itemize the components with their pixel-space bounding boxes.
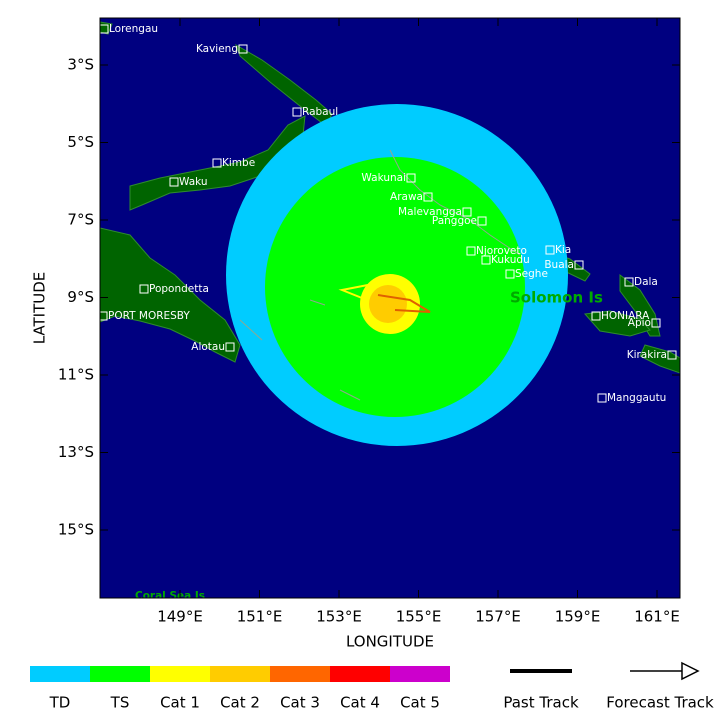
intensity-swatch [330, 666, 390, 682]
place-marker [406, 173, 416, 183]
place-label: PORT MORESBY [108, 310, 190, 322]
place-marker [212, 158, 222, 168]
map-frame [99, 17, 681, 599]
place-marker [624, 277, 634, 287]
place-label: Kavieng [196, 43, 238, 55]
intensity-swatch [390, 666, 450, 682]
forecast-track [377, 294, 431, 313]
y-tick-label: 5°S [67, 133, 94, 151]
place-label: Kimbe [222, 157, 255, 169]
x-axis-label: LONGITUDE [346, 633, 434, 651]
place-label: Arawa [390, 191, 423, 203]
place-marker [100, 311, 108, 321]
x-tick-label: 155°E [396, 608, 442, 626]
x-tick-label: 153°E [316, 608, 362, 626]
legend-label: Cat 2 [220, 694, 260, 711]
legend-label: Cat 5 [400, 694, 440, 711]
place-marker [481, 255, 491, 265]
legend-label: TD [49, 694, 71, 711]
place-label: Kukudu [491, 254, 530, 266]
place-marker [466, 246, 476, 256]
place-label: Rabaul [302, 106, 338, 118]
y-tick-label: 13°S [58, 443, 94, 461]
axis-ticks: 3°S 5°S 7°S 9°S 11°S 13°S 15°S 149°E 151°E 153°E 1… [58, 18, 680, 626]
intensity-swatch [150, 666, 210, 682]
x-tick-label: 161°E [634, 608, 680, 626]
forecast-track-arrow [681, 661, 700, 681]
place-marker [574, 260, 584, 270]
x-tick-label: 157°E [475, 608, 521, 626]
place-marker [169, 177, 179, 187]
region-label: Solomon Is [510, 289, 603, 307]
place-label: Waku [179, 176, 208, 188]
place-marker [651, 318, 661, 328]
place-label: Kirakira [627, 349, 667, 361]
legend-label: Cat 1 [160, 694, 200, 711]
past-track [338, 281, 382, 300]
place-marker [139, 284, 149, 294]
place-label: Panggoe [432, 215, 477, 227]
y-axis-label: LATITUDE [31, 272, 49, 345]
place-label: Manggautu [607, 392, 666, 404]
place-marker [545, 245, 555, 255]
legend-label: TS [110, 694, 130, 711]
place-marker [477, 216, 487, 226]
place-marker [667, 350, 677, 360]
cat2-wind-radius [369, 285, 407, 323]
place-marker [292, 107, 302, 117]
place-label: Lorengau [109, 23, 158, 35]
legend-label: Forecast Track [606, 694, 714, 711]
place-marker [505, 269, 515, 279]
y-tick-label: 11°S [58, 366, 94, 384]
place-marker [238, 44, 248, 54]
place-label: Apio [628, 317, 651, 329]
x-tick-label: 149°E [157, 608, 203, 626]
x-tick-label: 151°E [237, 608, 283, 626]
place-marker [597, 393, 607, 403]
y-tick-label: 3°S [67, 56, 94, 74]
place-marker [100, 24, 109, 34]
intensity-swatch [90, 666, 150, 682]
place-marker [591, 311, 601, 321]
intensity-swatch [210, 666, 270, 682]
intensity-swatch [270, 666, 330, 682]
place-label: Dala [634, 276, 658, 288]
place-marker [462, 207, 472, 217]
place-marker [225, 342, 235, 352]
place-label: Malevangga [398, 206, 462, 218]
coastlines [239, 149, 521, 401]
region-label: Coral Sea Is [135, 590, 205, 602]
place-label: HONIARA [601, 310, 650, 322]
place-marker [423, 192, 433, 202]
legend-label: Cat 4 [340, 694, 380, 711]
x-tick-label: 159°E [555, 608, 601, 626]
place-label: Popondetta [149, 283, 209, 295]
y-tick-label: 9°S [67, 288, 94, 306]
y-tick-label: 7°S [67, 211, 94, 229]
places: Lorengau Kavieng Rabaul Kimbe Waku Wakunai Ara… [100, 23, 677, 404]
place-label: Wakunai [361, 172, 406, 184]
place-label: Njoroveto [476, 245, 527, 257]
y-tick-label: 15°S [58, 521, 94, 539]
place-label: Buala [544, 259, 574, 271]
map-layer: Lorengau Kavieng Rabaul Kimbe Waku Wakunai Ara… [100, 21, 680, 602]
place-label: Seghe [515, 268, 548, 280]
legend-label: Cat 3 [280, 694, 320, 711]
legend: Past Track Forecast Track TD TS Cat 1 Cat 2… [30, 661, 714, 712]
legend-label: Past Track [503, 694, 579, 711]
place-label: Kia [555, 244, 571, 256]
place-label: Alotau [191, 341, 225, 353]
intensity-swatch [30, 666, 90, 682]
